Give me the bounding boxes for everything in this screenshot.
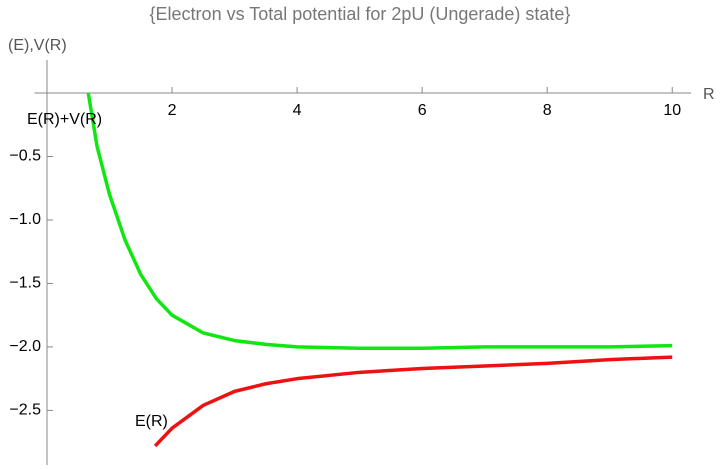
line-series — [86, 92, 673, 350]
x-tick-label: 2 — [168, 102, 177, 119]
y-tick-label: −2.5 — [9, 402, 41, 419]
y-tick-label: −1.0 — [9, 211, 41, 228]
line-series — [153, 355, 673, 448]
series-label: E(R)+V(R) — [27, 111, 102, 128]
x-tick-label: 8 — [543, 102, 552, 119]
x-tick-label: 6 — [418, 102, 427, 119]
y-tick-label: −0.5 — [9, 148, 41, 165]
series-label: E(R) — [135, 413, 168, 430]
x-tick-label: 4 — [293, 102, 302, 119]
x-axis-label: R — [703, 86, 715, 103]
chart-title: {Electron vs Total potential for 2pU (Un… — [150, 4, 571, 24]
y-axis-label: (E),V(R) — [8, 37, 67, 54]
x-tick-label: 10 — [663, 102, 681, 119]
y-tick-label: −1.5 — [9, 275, 41, 292]
y-tick-label: −2.0 — [9, 338, 41, 355]
